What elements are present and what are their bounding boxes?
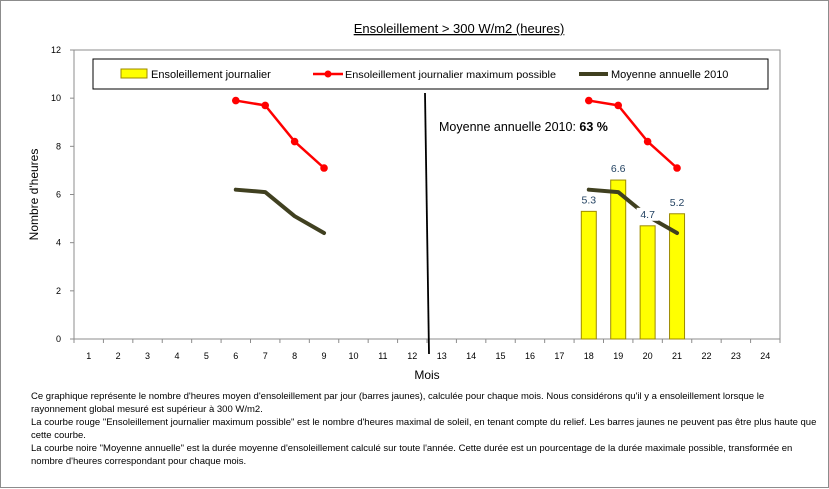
- x-tick-label: 18: [584, 351, 594, 361]
- x-tick-label: 5: [204, 351, 209, 361]
- data-point-maximum-possible: [290, 137, 299, 146]
- y-tick-label: 2: [56, 286, 61, 296]
- series-line-maximum-possible: [235, 99, 325, 169]
- x-tick-label: 22: [701, 351, 711, 361]
- legend-box: [92, 58, 769, 90]
- y-tick-label: 10: [51, 93, 61, 103]
- data-label-background: [636, 207, 659, 221]
- data-point-maximum-possible: [320, 164, 328, 172]
- y-tick-label: 4: [56, 238, 61, 248]
- bar-data-label: 4.7: [640, 209, 655, 221]
- legend-label-ensoleillement-journalier: Ensoleillement journalier: [151, 69, 271, 81]
- x-tick-label: 15: [496, 351, 506, 361]
- x-tick-label: 2: [116, 351, 121, 361]
- x-tick-label: 8: [292, 351, 297, 361]
- data-point-maximum-possible: [673, 164, 681, 172]
- legend-label-maximum-possible: Ensoleillement journalier maximum possib…: [345, 70, 556, 81]
- bar: [580, 210, 597, 340]
- legend-swatch-bar: [120, 68, 148, 79]
- annotation-prefix: Moyenne annuelle 2010:: [439, 120, 579, 134]
- x-tick-label: 9: [322, 351, 327, 361]
- x-tick-label: 1: [86, 351, 91, 361]
- x-tick-label: 23: [731, 351, 741, 361]
- data-label-background: [577, 193, 600, 207]
- series-line-moyenne-annuelle: [233, 187, 327, 236]
- x-tick-label: 12: [407, 351, 417, 361]
- bar: [610, 179, 627, 340]
- x-tick-label: 24: [760, 351, 770, 361]
- x-tick-label: 13: [437, 351, 447, 361]
- description-paragraph-2: La courbe rouge "Ensoleillement journali…: [31, 417, 817, 441]
- annotation-moyenne-annuelle: Moyenne annuelle 2010: 63 %: [439, 120, 608, 134]
- x-axis-label: Mois: [414, 368, 439, 382]
- x-tick-label: 6: [233, 351, 238, 361]
- annotation-value: 63 %: [579, 120, 608, 134]
- x-tick-label: 3: [145, 351, 150, 361]
- chart-description: Ce graphique représente le nombre d'heur…: [31, 390, 821, 468]
- x-tick-label: 21: [672, 351, 682, 361]
- x-tick-label: 7: [263, 351, 268, 361]
- x-tick-label: 11: [378, 351, 387, 361]
- x-tick-label: 16: [525, 351, 535, 361]
- y-axis-label: Nombre d'heures: [27, 149, 41, 241]
- bar-data-label: 5.3: [581, 194, 596, 206]
- x-tick-label: 14: [466, 351, 476, 361]
- x-tick-label: 19: [613, 351, 623, 361]
- data-label-background: [607, 162, 630, 176]
- data-point-maximum-possible: [614, 101, 623, 110]
- data-point-maximum-possible: [584, 96, 593, 105]
- bar: [639, 225, 656, 340]
- data-point-maximum-possible: [261, 101, 270, 110]
- x-tick-label: 17: [554, 351, 564, 361]
- y-tick-label: 8: [56, 141, 61, 151]
- x-tick-label: 10: [348, 351, 358, 361]
- bar-data-label: 6.6: [611, 163, 626, 175]
- bar: [669, 213, 686, 340]
- data-label-background: [666, 195, 689, 209]
- year-separator-line: [424, 92, 430, 355]
- y-tick-label: 6: [56, 190, 61, 200]
- legend-label-moyenne-annuelle: Moyenne annuelle 2010: [611, 69, 728, 81]
- data-point-maximum-possible: [231, 96, 240, 105]
- series-line-maximum-possible: [588, 99, 678, 169]
- legend-swatch-marker-max: [324, 70, 332, 78]
- description-paragraph-1: Ce graphique représente le nombre d'heur…: [31, 391, 765, 415]
- y-tick-label: 0: [56, 334, 61, 344]
- chart-title: Ensoleillement > 300 W/m2 (heures): [354, 21, 565, 36]
- x-tick-label: 20: [643, 351, 653, 361]
- data-point-maximum-possible: [643, 137, 652, 146]
- series-line-moyenne-annuelle: [586, 187, 680, 236]
- description-paragraph-3: La courbe noire "Moyenne annuelle" est l…: [31, 443, 793, 467]
- bar-data-label: 5.2: [670, 197, 685, 209]
- y-tick-label: 12: [51, 45, 61, 55]
- x-tick-label: 4: [174, 351, 179, 361]
